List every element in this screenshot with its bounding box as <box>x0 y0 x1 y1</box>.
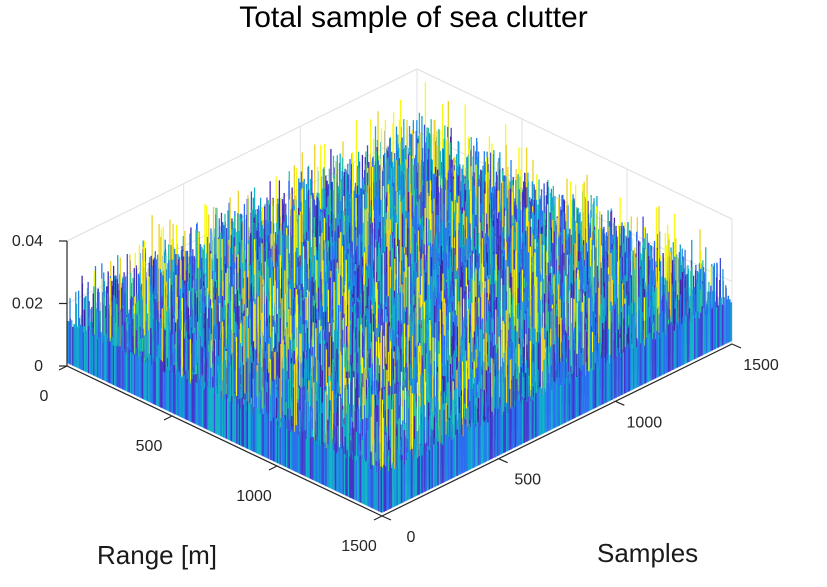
surface-layer <box>66 82 733 513</box>
grid-line <box>416 68 733 220</box>
chart-title: Total sample of sea clutter <box>239 1 588 34</box>
grid-line <box>66 68 418 242</box>
